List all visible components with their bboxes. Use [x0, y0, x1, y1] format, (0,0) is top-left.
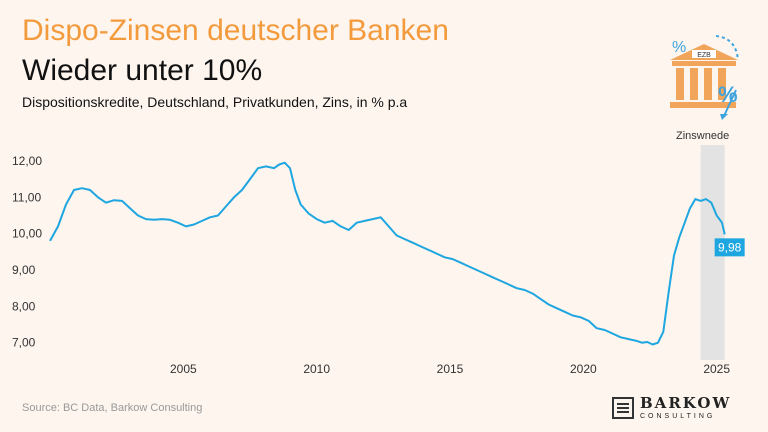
- y-tick-label: 11,00: [12, 190, 41, 204]
- logo-name: BARKOW: [640, 394, 732, 412]
- x-tick-label: 2025: [703, 362, 730, 376]
- x-tick-label: 2015: [437, 362, 464, 376]
- bank-percent-icon: % EZB %: [670, 35, 739, 120]
- chart-description: Dispositionskredite, Deutschland, Privat…: [22, 94, 408, 110]
- x-tick-label: 2005: [170, 362, 197, 376]
- y-tick-label: 7,00: [12, 336, 36, 350]
- chart-title: Dispo-Zinsen deutscher Banken: [22, 14, 449, 47]
- logo-mark-icon: [612, 397, 634, 419]
- svg-text:%: %: [718, 82, 738, 107]
- y-tick-label: 12,00: [12, 154, 42, 168]
- y-tick-label: 8,00: [12, 299, 36, 313]
- y-tick-label: 10,00: [12, 227, 42, 241]
- logo-subtitle: CONSULTING: [640, 413, 716, 420]
- svg-text:%: %: [672, 39, 686, 56]
- end-value-badge: [714, 238, 745, 257]
- x-tick-label: 2010: [303, 362, 330, 376]
- zinswende-label: Zinswnede: [676, 130, 730, 142]
- chart-subtitle: Wieder unter 10%: [22, 54, 263, 87]
- y-tick-label: 9,00: [12, 263, 36, 277]
- end-value-label: 9,98: [718, 240, 742, 254]
- x-tick-label: 2020: [570, 362, 597, 376]
- series-line: [49, 161, 726, 346]
- source-note: Source: BC Data, Barkow Consulting: [22, 402, 203, 414]
- barkow-logo: BARKOW CONSULTING: [612, 396, 731, 420]
- ezb-label: EZB: [697, 52, 711, 59]
